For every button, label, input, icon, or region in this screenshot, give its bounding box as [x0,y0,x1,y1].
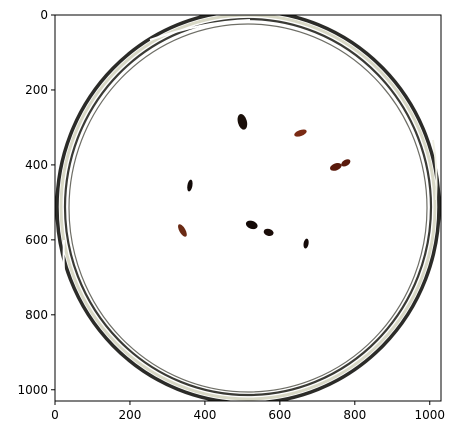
insect-specimen [187,179,193,192]
y-tick-label: 0 [40,8,48,22]
dish-rim-inner-2 [68,23,428,393]
y-tick-label: 400 [25,158,48,172]
specimen-body [178,224,187,237]
y-tick-label: 200 [25,83,48,97]
insect-specimen [303,238,309,249]
x-tick-label: 0 [51,408,59,422]
specimen-body [237,113,248,130]
dish-rim-glare-top [149,19,251,41]
x-axis: 0 200 400 600 800 1000 [51,401,445,422]
dish-rim-outer [55,15,441,401]
x-tick-label: 800 [343,408,366,422]
specimen-body [303,238,309,249]
dish-rim-inner [63,17,433,397]
insect-specimen [294,129,307,137]
insect-specimen [245,220,258,230]
specimen-layer [178,113,351,249]
x-tick-label: 200 [118,408,141,422]
image-area [55,15,441,401]
y-axis: 0 200 400 600 800 1000 [17,8,55,397]
dish-rim-glare-left [62,239,71,311]
specimen-body [263,228,274,236]
y-tick-label: 1000 [17,383,48,397]
specimen-body [294,129,307,137]
dish-rim-highlight [59,15,437,401]
specimen-body [187,179,193,192]
specimen-body [330,163,342,171]
x-tick-label: 400 [193,408,216,422]
insect-specimen [178,224,187,237]
x-tick-label: 1000 [414,408,445,422]
insect-specimen [237,113,248,130]
x-tick-label: 600 [268,408,291,422]
axes-frame [54,14,442,402]
dish-rim-glare-right [432,139,438,201]
insect-specimen [263,228,274,236]
y-tick-label: 600 [25,233,48,247]
insect-specimen [330,159,351,171]
specimen-body [245,220,258,230]
specimen-body [341,159,351,167]
y-tick-label: 800 [25,308,48,322]
petri-dish [55,15,441,401]
